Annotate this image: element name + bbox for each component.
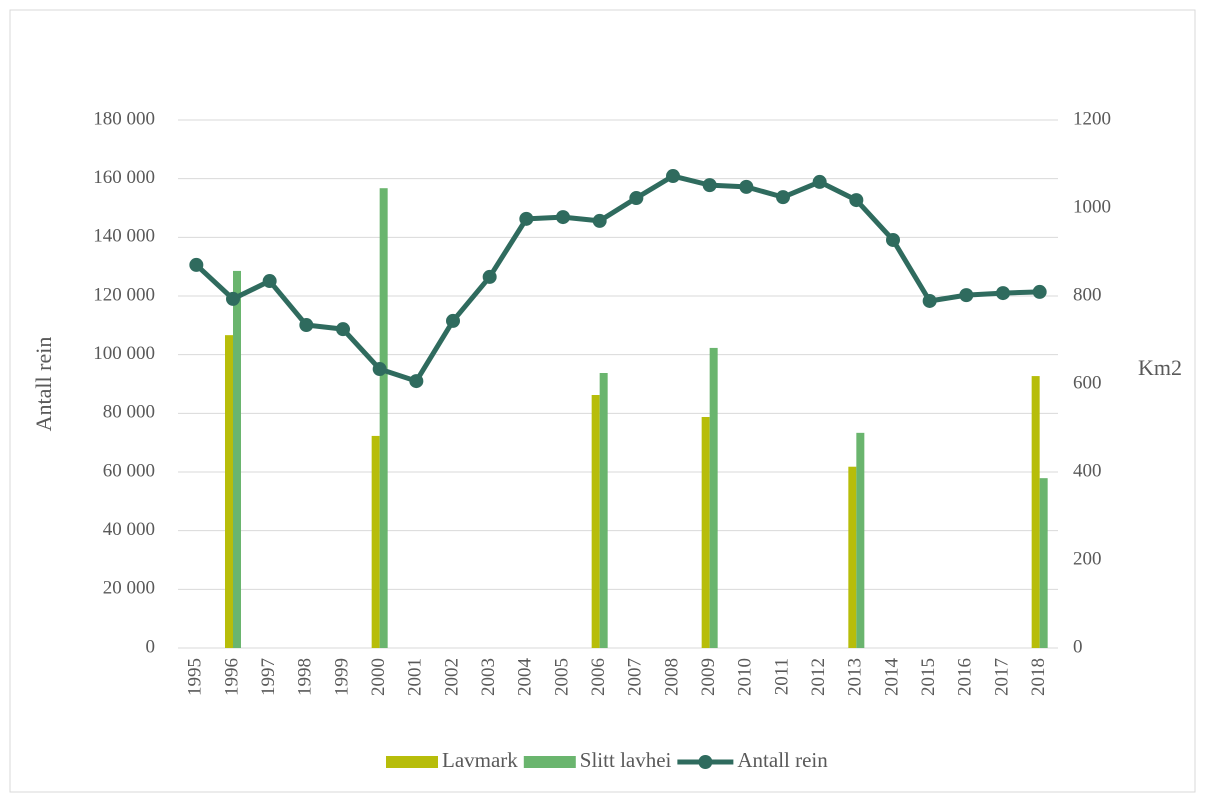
x-tick-label: 2018 xyxy=(1028,658,1049,696)
y2-tick-label: 800 xyxy=(1073,284,1102,305)
bar xyxy=(371,435,380,648)
y2-tick-label: 0 xyxy=(1073,636,1083,657)
x-tick-label: 1996 xyxy=(221,658,242,696)
bar xyxy=(225,335,233,648)
x-tick-label: 2007 xyxy=(625,658,646,696)
y-tick-label: 160 000 xyxy=(93,167,155,188)
x-tick-label: 2003 xyxy=(478,658,499,696)
bar xyxy=(1039,478,1048,648)
bar xyxy=(701,417,710,648)
line-marker xyxy=(922,293,937,308)
legend-label: Antall rein xyxy=(737,748,828,772)
line-marker xyxy=(702,178,717,193)
bar xyxy=(1031,376,1040,648)
line-marker xyxy=(226,291,240,306)
bar xyxy=(599,373,608,648)
line-marker xyxy=(556,210,570,225)
line-marker xyxy=(739,179,754,194)
line-marker xyxy=(776,190,790,205)
legend-swatch xyxy=(698,755,713,769)
y-axis-title: Antall rein xyxy=(31,337,56,432)
line-marker xyxy=(886,232,900,247)
x-tick-label: 2017 xyxy=(991,658,1012,696)
line-marker xyxy=(482,269,497,284)
bar xyxy=(856,432,865,648)
x-tick-label: 1999 xyxy=(331,658,352,696)
line-marker xyxy=(299,318,314,333)
x-tick-label: 2016 xyxy=(955,658,976,696)
x-tick-label: 2005 xyxy=(551,658,572,696)
line-marker xyxy=(629,191,644,206)
line-marker xyxy=(262,274,277,289)
x-tick-label: 2012 xyxy=(808,658,829,696)
line-marker xyxy=(812,174,827,189)
y-tick-label: 80 000 xyxy=(103,402,155,423)
y2-tick-label: 400 xyxy=(1073,460,1102,481)
y2-tick-label: 1200 xyxy=(1073,108,1111,129)
y-tick-label: 140 000 xyxy=(93,226,155,247)
line-marker xyxy=(849,193,864,208)
x-tick-label: 2009 xyxy=(698,658,719,696)
y2-axis-title: Km2 xyxy=(1138,355,1182,380)
y-tick-label: 0 xyxy=(146,636,156,657)
y-tick-label: 60 000 xyxy=(103,460,155,481)
x-tick-label: 1998 xyxy=(295,658,316,696)
x-tick-label: 2011 xyxy=(771,658,792,695)
line-marker xyxy=(409,374,424,389)
x-tick-label: 2000 xyxy=(368,658,389,696)
x-tick-label: 2006 xyxy=(588,658,609,696)
line-marker xyxy=(446,313,460,328)
line-marker xyxy=(519,211,534,226)
line-marker xyxy=(996,286,1010,301)
x-tick-label: 2015 xyxy=(918,658,939,696)
legend-swatch xyxy=(386,756,438,768)
y-tick-label: 180 000 xyxy=(93,108,155,129)
line-marker xyxy=(1032,284,1047,299)
bar xyxy=(379,188,388,648)
bar xyxy=(848,466,857,648)
x-tick-label: 2002 xyxy=(441,658,462,696)
x-tick-label: 1995 xyxy=(185,658,206,696)
y2-tick-label: 600 xyxy=(1073,372,1102,393)
x-tick-label: 2014 xyxy=(881,658,902,697)
y-tick-label: 40 000 xyxy=(103,519,155,540)
x-tick-label: 2013 xyxy=(845,658,866,696)
y2-tick-label: 200 xyxy=(1073,548,1102,569)
line-marker xyxy=(372,362,387,377)
legend-label: Lavmark xyxy=(442,748,518,772)
line-marker xyxy=(666,169,680,184)
y2-tick-label: 1000 xyxy=(1073,196,1111,217)
line-marker xyxy=(592,213,607,228)
x-tick-label: 2001 xyxy=(405,658,426,696)
x-tick-label: 2010 xyxy=(735,658,756,696)
y-tick-label: 120 000 xyxy=(93,284,155,305)
y-tick-label: 20 000 xyxy=(103,578,155,599)
line-marker xyxy=(959,288,974,303)
bar xyxy=(591,395,600,648)
y-tick-label: 100 000 xyxy=(93,343,155,364)
legend-label: Slitt lavhei xyxy=(580,748,672,772)
line-marker xyxy=(189,257,204,272)
bar xyxy=(709,347,718,648)
x-tick-label: 1997 xyxy=(258,658,279,696)
line-marker xyxy=(336,322,350,337)
x-tick-label: 2004 xyxy=(515,658,536,697)
bar xyxy=(233,270,241,648)
x-tick-label: 2008 xyxy=(661,658,682,696)
legend-swatch xyxy=(523,756,576,768)
